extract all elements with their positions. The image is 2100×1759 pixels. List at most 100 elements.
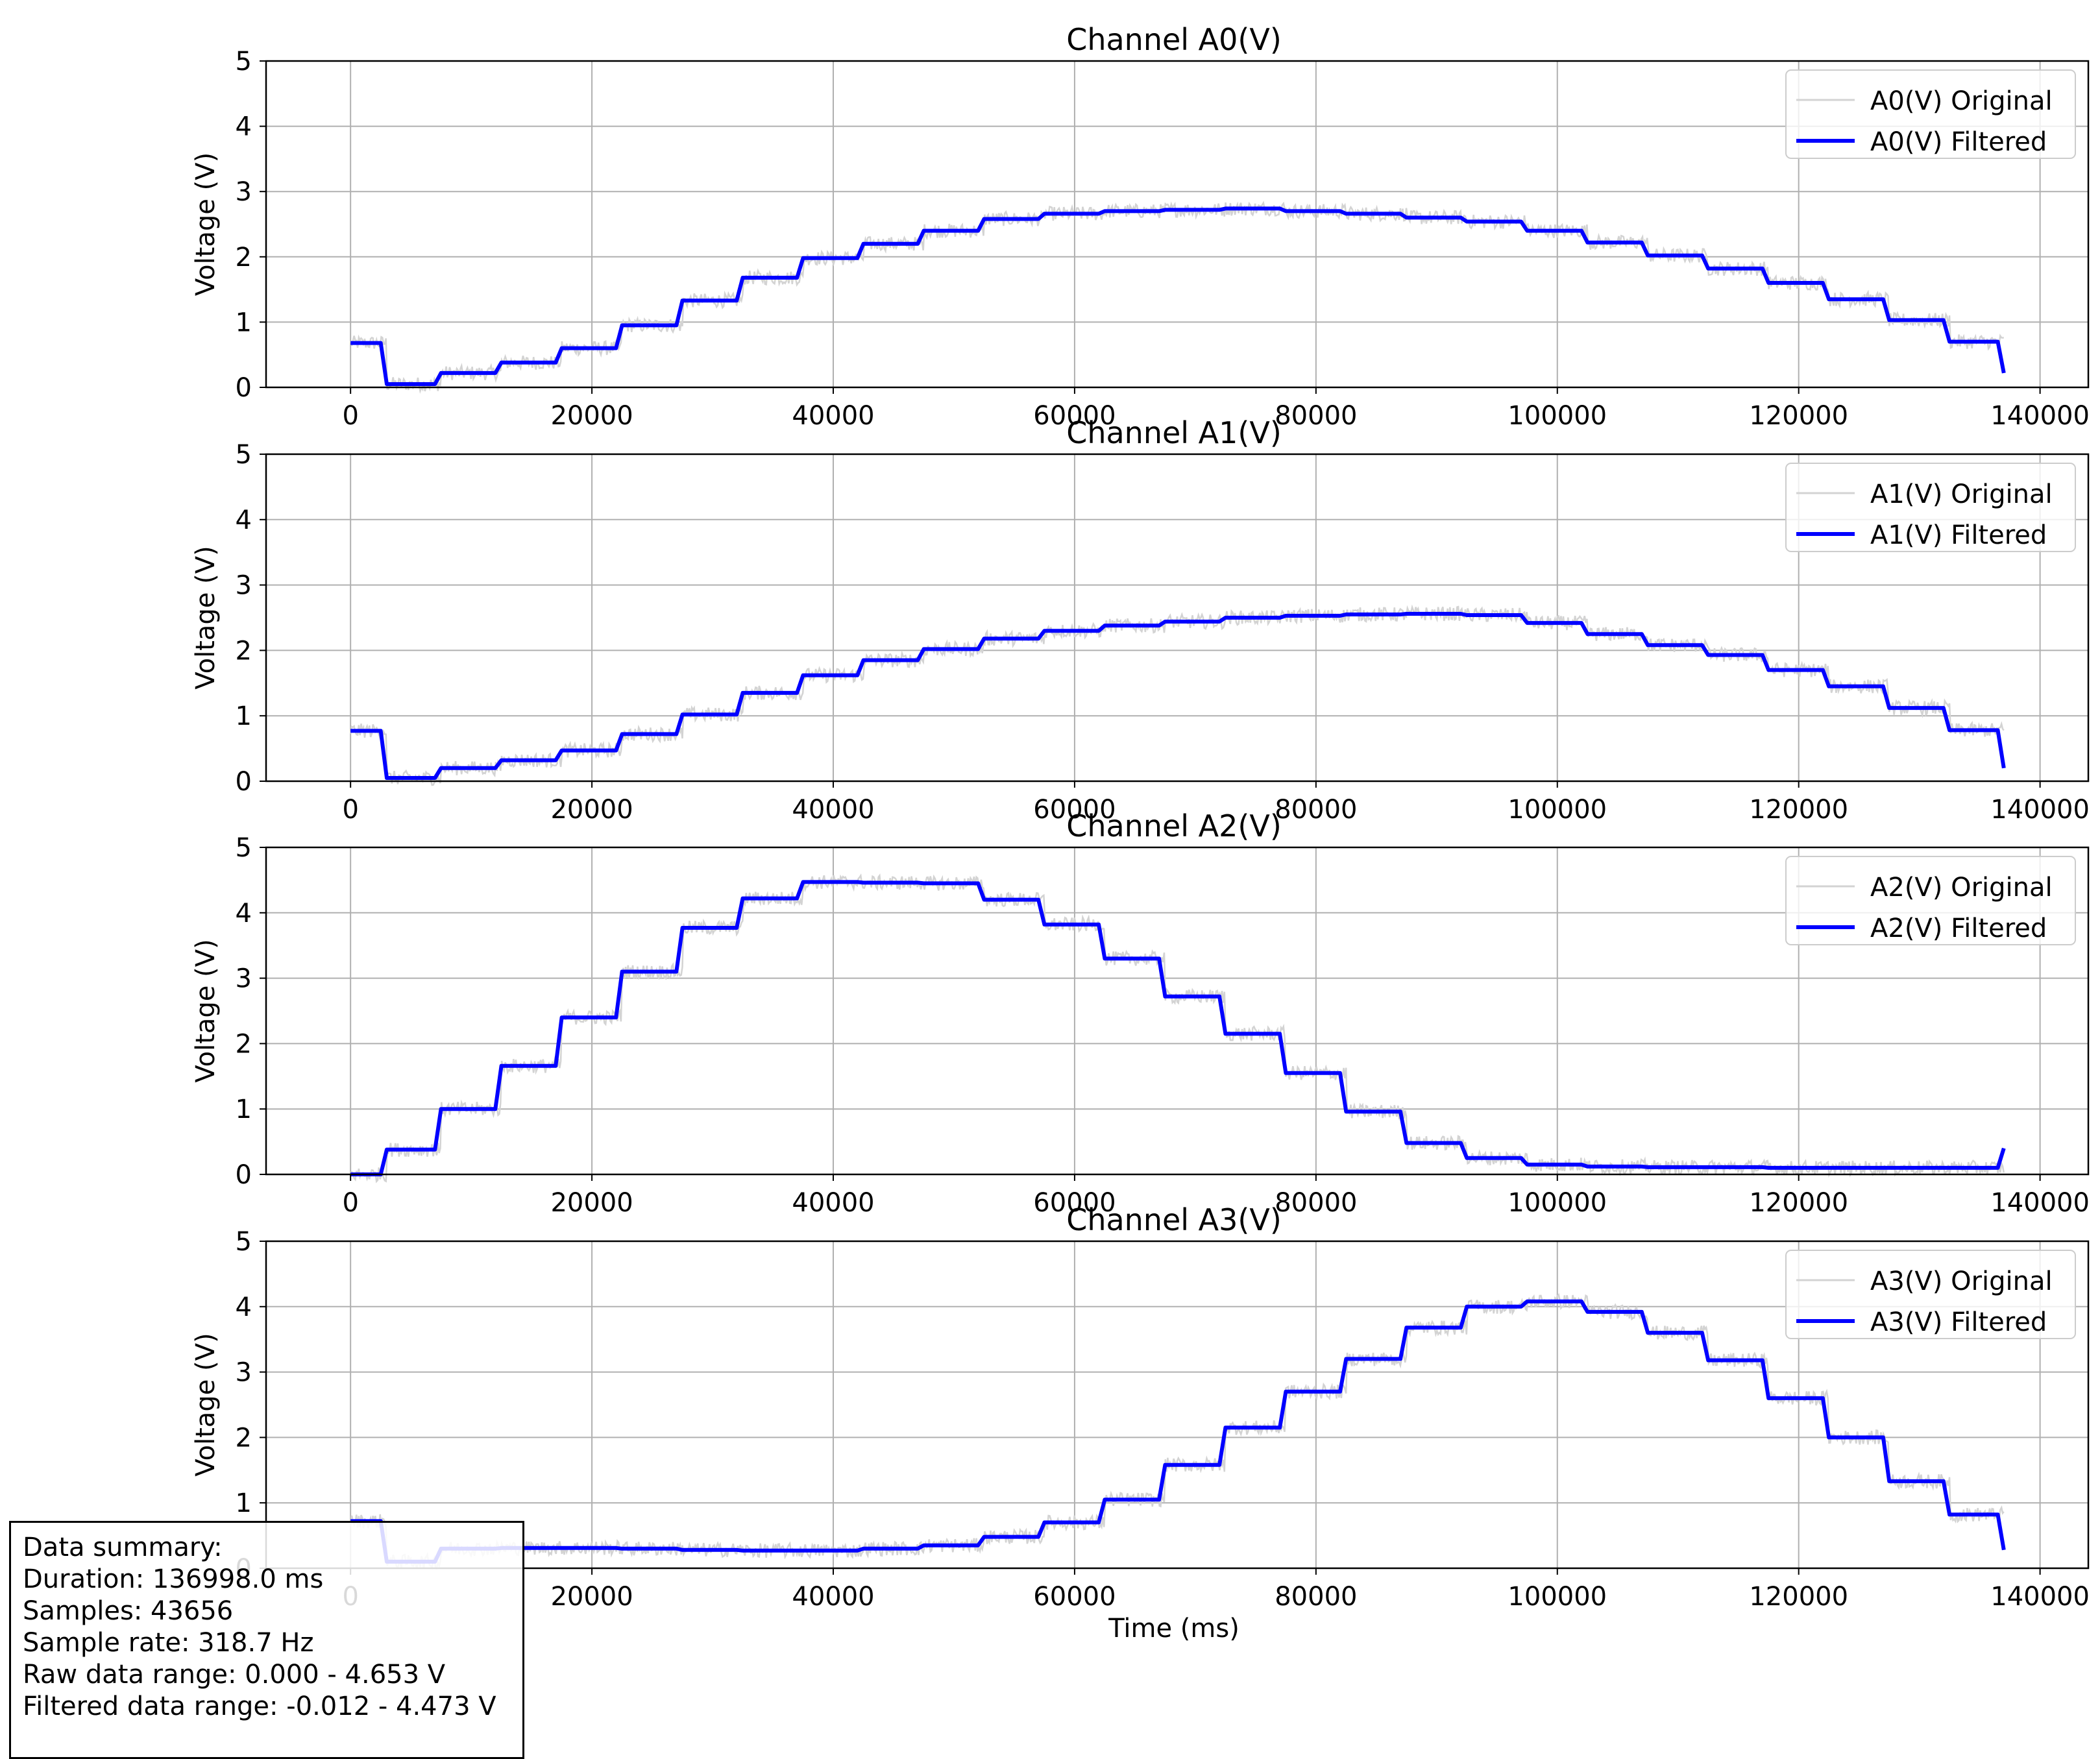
legend-entry-label: A1(V) Filtered [1870,520,2047,550]
summary-sample-rate: Sample rate: 318.7 Hz [23,1628,314,1658]
plot-area [266,847,2088,1174]
y-tick-label: 5 [236,47,252,77]
x-tick-label: 0 [342,401,358,431]
x-tick-label: 140000 [1990,1582,2090,1612]
y-tick-label: 4 [236,505,252,535]
y-tick-label: 1 [236,1095,252,1124]
x-tick-label: 40000 [792,1188,874,1218]
legend-entry-label: A0(V) Filtered [1870,127,2047,157]
legend-entry-label: A1(V) Original [1870,479,2053,509]
y-tick-label: 0 [236,1160,252,1190]
y-tick-label: 5 [236,833,252,863]
axes-frame [265,1240,2090,1570]
chart-title: Channel A3(V) [1066,1202,1282,1237]
filtered-series-line [350,206,2006,386]
y-tick-label: 2 [236,1029,252,1059]
summary-raw-range: Raw data range: 0.000 - 4.653 V [23,1660,446,1690]
x-tick-label: 20000 [550,1582,633,1612]
y-tick-label: 0 [236,767,252,797]
y-tick-label: 3 [236,571,252,601]
y-axis-label: Voltage (V) [191,152,221,296]
x-axis-label: Time (ms) [1108,1614,1239,1644]
x-tick-label: 140000 [1990,795,2090,825]
legend-entry-label: A3(V) Filtered [1870,1307,2047,1337]
legend-frame [1785,856,2076,945]
chart-panel-2: 0 20000 40000 60000 80000 100000 120000 140000 0… [191,808,2090,1218]
filtered-series-line [350,880,2006,1176]
y-tick-label: 2 [236,1423,252,1453]
x-tick-label: 20000 [550,1188,633,1218]
y-tick-label: 4 [236,112,252,142]
axes-frame [265,846,2090,1176]
x-tick-label: 120000 [1749,1188,1848,1218]
x-tick-label: 60000 [1033,1188,1116,1218]
legend: A2(V) Original A2(V) Filtered [1785,856,2076,945]
y-axis-label: Voltage (V) [191,1333,221,1476]
y-tick-label: 1 [236,308,252,337]
plot-area [266,61,2088,387]
x-tick-label: 100000 [1508,401,1607,431]
x-tick-label: 40000 [792,795,874,825]
y-tick-label: 2 [236,636,252,666]
y-tick-label: 5 [236,440,252,470]
axes-frame [265,453,2090,782]
filtered-series-line [350,1299,2006,1564]
y-axis-label: Voltage (V) [191,546,221,689]
x-tick-label: 140000 [1990,401,2090,431]
y-tick-label: 1 [236,1488,252,1518]
x-tick-label: 40000 [792,1582,874,1612]
x-tick-label: 100000 [1508,1188,1607,1218]
x-tick-label: 80000 [1275,401,1357,431]
chart-panel-3: 0200004000060000800001000001200001400000… [191,1202,2090,1644]
x-tick-label: 140000 [1990,1188,2090,1218]
chart-panel-0: 0 20000 40000 60000 80000 100000 120000 140000 0… [191,22,2090,431]
y-axis-label: Voltage (V) [191,939,221,1082]
chart-title: Channel A0(V) [1066,22,1282,57]
legend-entry-label: A0(V) Original [1870,86,2053,116]
y-tick-label: 4 [236,899,252,928]
x-tick-label: 120000 [1749,1582,1848,1612]
x-tick-label: 40000 [792,401,874,431]
legend-entry-label: A3(V) Original [1870,1267,2053,1296]
chart-panel-1: 0 20000 40000 60000 80000 100000 120000 140000 0… [191,415,2090,825]
original-series-line [349,1293,2005,1570]
x-tick-label: 80000 [1275,1582,1357,1612]
legend-entry-label: A2(V) Original [1870,873,2053,903]
legend-frame [1785,69,2076,159]
y-tick-label: 3 [236,964,252,994]
legend-frame [1785,1250,2076,1339]
chart-title: Channel A2(V) [1066,808,1282,843]
x-tick-label: 120000 [1749,795,1848,825]
x-tick-label: 20000 [550,401,633,431]
x-tick-label: 0 [342,795,358,825]
y-tick-label: 1 [236,701,252,731]
x-tick-label: 100000 [1508,795,1607,825]
x-tick-label: 80000 [1275,795,1357,825]
y-tick-label: 5 [236,1227,252,1257]
data-summary-box: Data summary: Duration: 136998.0 ms Samp… [9,1521,524,1759]
plot-area [266,1241,2088,1568]
y-tick-label: 2 [236,243,252,273]
axes-frame [265,60,2090,389]
x-tick-label: 0 [342,1188,358,1218]
summary-samples: Samples: 43656 [23,1596,234,1626]
x-tick-label: 100000 [1508,1582,1607,1612]
legend: A0(V) Original A0(V) Filtered [1785,69,2076,159]
y-tick-label: 3 [236,177,252,207]
y-tick-label: 4 [236,1292,252,1322]
summary-filtered-range: Filtered data range: -0.012 - 4.473 V [23,1692,496,1721]
y-tick-label: 0 [236,373,252,403]
legend-frame [1785,463,2076,552]
x-tick-label: 60000 [1033,795,1116,825]
x-tick-label: 80000 [1275,1188,1357,1218]
x-tick-label: 20000 [550,795,633,825]
chart-title: Channel A1(V) [1066,415,1282,450]
summary-title: Data summary: [23,1533,223,1562]
summary-duration: Duration: 136998.0 ms [23,1564,324,1594]
legend-entry-label: A2(V) Filtered [1870,914,2047,943]
legend: A1(V) Original A1(V) Filtered [1785,463,2076,552]
filtered-series-line [350,612,2006,780]
x-tick-label: 60000 [1033,1582,1116,1612]
y-tick-label: 3 [236,1358,252,1388]
